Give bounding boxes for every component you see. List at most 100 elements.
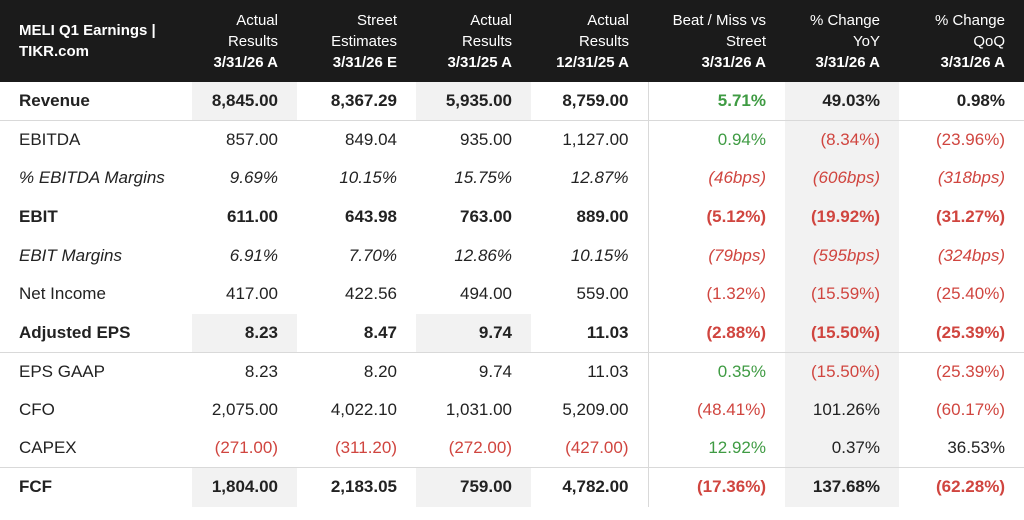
table-cell: 4,782.00 — [531, 467, 648, 507]
table-cell: 611.00 — [226, 207, 278, 227]
table-cell: 849.04 — [297, 120, 416, 160]
table-cell: 0.35% — [647, 351, 785, 391]
table-row: % EBITDA Margins 9.69% 10.15% 15.75% 12.87% (… — [0, 159, 1024, 198]
table-cell: (17.36%) — [647, 467, 785, 507]
table-cell: 101.26% — [785, 390, 899, 430]
col-header-actual-q4-25: Actual Results 12/31/25 A — [556, 11, 629, 71]
table-cell: 643.98 — [345, 207, 397, 227]
table-cell: 6.91% — [229, 245, 278, 265]
table-cell: (5.12%) — [647, 197, 785, 237]
table-cell: 2,075.00 — [211, 400, 278, 420]
table-body: Revenue 8,845.00 8,367.29 5,935.00 8,759.00 5… — [0, 82, 1024, 507]
table-cell: (15.50%) — [785, 351, 899, 391]
table-cell: (48.41%) — [647, 390, 785, 430]
table-row: EBIT 611.00 643.98 763.00 889.00 (5.12%) (19.9… — [0, 197, 1024, 237]
row-label: Revenue — [19, 91, 90, 111]
table-cell: 12.86% — [454, 245, 512, 265]
table-cell: 2,183.05 — [297, 467, 416, 507]
table-cell: (23.96%) — [899, 120, 1024, 160]
table-cell: 763.00 — [460, 207, 512, 227]
table-cell: 0.94% — [647, 120, 785, 160]
row-label: EBITDA — [0, 120, 192, 160]
table-cell: 8.20 — [297, 351, 416, 391]
table-cell: 4,022.10 — [330, 400, 397, 420]
title-line1: MELI Q1 Earnings | — [19, 22, 156, 39]
table-header: MELI Q1 Earnings | TIKR.com Actual Result… — [0, 0, 1024, 82]
table-cell: (31.27%) — [936, 207, 1005, 227]
table-cell: 1,031.00 — [445, 400, 512, 420]
table-cell: 0.98% — [956, 91, 1005, 111]
table-cell: 417.00 — [226, 284, 278, 304]
table-cell: (1.32%) — [647, 274, 785, 314]
col-header-street-estimates: Street Estimates 3/31/26 E — [331, 11, 397, 71]
table-cell: 759.00 — [416, 467, 531, 507]
table-cell: 9.74 — [416, 351, 531, 391]
table-cell: 11.03 — [586, 322, 629, 342]
table-cell: (62.28%) — [899, 467, 1024, 507]
table-cell: 9.74 — [416, 313, 531, 353]
table-cell: 137.68% — [785, 467, 899, 507]
table-cell: (15.59%) — [785, 274, 899, 314]
table-row: CFO 2,075.00 4,022.10 1,031.00 5,209.00 (48.4… — [0, 390, 1024, 430]
table-cell: 5,209.00 — [562, 400, 629, 420]
table-row: EBIT Margins 6.91% 7.70% 12.86% 10.15% (79bps… — [0, 236, 1024, 275]
col-header-beat-miss: Beat / Miss vs Street 3/31/26 A — [672, 11, 766, 71]
table-cell: 935.00 — [416, 120, 531, 160]
table-cell: 8.23 — [192, 313, 297, 353]
title-line2: TIKR.com — [19, 43, 90, 60]
table-cell: 8.47 — [363, 322, 397, 342]
table-cell: 8.23 — [192, 351, 297, 391]
table-cell: 422.56 — [345, 284, 397, 304]
table-cell: 889.00 — [576, 207, 629, 227]
table-cell: (2.88%) — [647, 313, 785, 353]
table-row: Adjusted EPS 8.23 8.47 9.74 11.03 (2.88%) (15.… — [0, 313, 1024, 353]
table-row: EBITDA 857.00 849.04 935.00 1,127.00 0.94% (8.… — [0, 120, 1024, 160]
row-label: EBIT — [19, 207, 58, 227]
table-cell: 49.03% — [785, 82, 899, 121]
table-cell: 9.69% — [229, 168, 278, 188]
table-cell: 10.15% — [339, 168, 397, 188]
table-cell: 12.92% — [647, 429, 785, 468]
table-cell: (271.00) — [214, 438, 278, 458]
table-cell: 5.71% — [647, 82, 785, 121]
table-cell: (272.00) — [448, 438, 512, 458]
table-cell: (311.20) — [334, 438, 397, 458]
row-label: Adjusted EPS — [19, 322, 131, 342]
table-cell: 36.53% — [947, 438, 1005, 458]
earnings-table: MELI Q1 Earnings | TIKR.com Actual Result… — [0, 0, 1024, 507]
table-cell: 559.00 — [576, 284, 629, 304]
row-label: FCF — [0, 467, 192, 507]
table-cell: 8,759.00 — [562, 91, 629, 111]
col-header-change-yoy: % Change YoY 3/31/26 A — [809, 11, 880, 71]
table-row: FCF 1,804.00 2,183.05 759.00 4,782.00 (17.36%… — [0, 467, 1024, 507]
col-header-change-qoq: % Change QoQ 3/31/26 A — [934, 11, 1005, 71]
table-cell: (25.39%) — [899, 351, 1024, 391]
table-row: Revenue 8,845.00 8,367.29 5,935.00 8,759.00 5… — [0, 82, 1024, 121]
table-cell: 11.03 — [531, 351, 648, 391]
table-cell: 494.00 — [460, 284, 512, 304]
table-cell: 7.70% — [348, 245, 397, 265]
table-row: EPS GAAP 8.23 8.20 9.74 11.03 0.35% (15.50%) (2… — [0, 351, 1024, 391]
table-cell: 0.37% — [785, 429, 899, 468]
table-cell: (318bps) — [937, 168, 1005, 188]
col-header-actual-q1-26: Actual Results 3/31/26 A — [213, 11, 279, 71]
row-label: Net Income — [19, 284, 106, 304]
table-cell: 10.15% — [570, 245, 629, 265]
row-label: CAPEX — [19, 438, 77, 458]
header-row: MELI Q1 Earnings | TIKR.com Actual Result… — [0, 0, 1024, 82]
row-label: CFO — [19, 400, 55, 420]
row-label: % EBITDA Margins — [19, 168, 165, 188]
table-row: CAPEX (271.00) (311.20) (272.00) (427.00) 12.… — [0, 429, 1024, 468]
table-cell: 15.75% — [454, 168, 512, 188]
table-cell: (595bps) — [785, 236, 899, 275]
table-cell: 8,845.00 — [192, 82, 297, 121]
row-label: EBIT Margins — [19, 245, 122, 265]
table-cell: (606bps) — [785, 159, 899, 198]
col-header-actual-q1-25: Actual Results 3/31/25 A — [447, 11, 513, 71]
table-cell: 1,804.00 — [192, 467, 297, 507]
table-title: MELI Q1 Earnings | TIKR.com — [0, 0, 192, 82]
table-cell: (79bps) — [647, 236, 785, 275]
table-cell: (15.50%) — [785, 313, 899, 353]
table-cell: (25.39%) — [936, 322, 1005, 342]
table-cell: 12.87% — [570, 168, 629, 188]
